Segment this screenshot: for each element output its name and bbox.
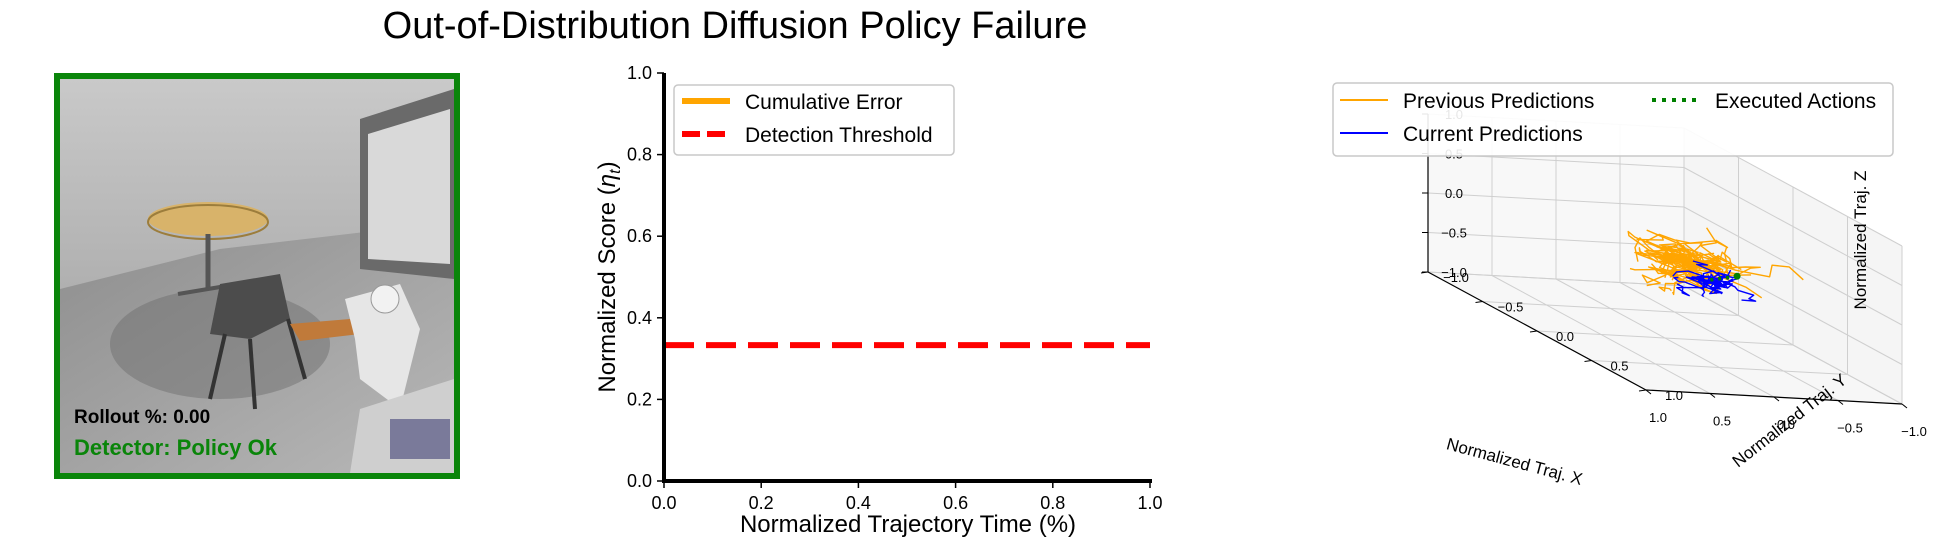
y-tick-label: 0.5 bbox=[1610, 359, 1628, 374]
x-tick-label: 0.8 bbox=[1040, 493, 1065, 513]
detector-status-text: Detector: Policy Ok bbox=[74, 435, 277, 460]
z-tick-label: 0.0 bbox=[1445, 186, 1463, 201]
x3d-tick-mark bbox=[1773, 396, 1780, 402]
y3d-tick-mark bbox=[1475, 301, 1483, 303]
z-tick-label: −1.0 bbox=[1441, 265, 1467, 280]
y-tick-label: 0.0 bbox=[1556, 329, 1574, 344]
y-axis-label: Normalized Score (ηt) bbox=[594, 161, 624, 392]
x-tick-label: −0.5 bbox=[1837, 421, 1863, 436]
executed-actions-start-marker bbox=[1733, 272, 1741, 280]
rollout-percent-text: Rollout %: 0.00 bbox=[74, 407, 211, 428]
x-tick-label: 1.0 bbox=[1137, 493, 1162, 513]
x-tick-label: 0.4 bbox=[846, 493, 871, 513]
figure-title: Out-of-Distribution Diffusion Policy Fai… bbox=[383, 5, 1088, 47]
y-tick-label: 0.6 bbox=[627, 226, 652, 246]
y-tick-label: 1.0 bbox=[1665, 388, 1683, 403]
series-line-previous-predictions bbox=[1689, 254, 1763, 299]
score-chart-legend: Cumulative Error Detection Threshold bbox=[673, 84, 955, 156]
robot-camera-view: Rollout %: 0.00 Detector: Policy Ok bbox=[54, 73, 460, 479]
y-tick-label: 0.0 bbox=[627, 471, 652, 491]
series-line-previous-predictions bbox=[1634, 251, 1690, 279]
score-chart: 0.0 0.2 0.4 0.6 0.8 1.0 0.0 0.2 0.4 0.6 0.8 1.0 Nor… bbox=[594, 63, 1163, 538]
series-line-current-predictions bbox=[1672, 270, 1709, 282]
x-tick-label: 0.2 bbox=[749, 493, 774, 513]
y-tick-label: 0.2 bbox=[627, 389, 652, 409]
y3d-tick-mark bbox=[1638, 389, 1647, 392]
series-line-current-predictions bbox=[1703, 280, 1723, 294]
grid-line bbox=[1491, 275, 1711, 394]
legend-label-detection-threshold: Detection Threshold bbox=[745, 124, 933, 147]
x3d-tick-mark bbox=[1709, 393, 1716, 398]
x-axis-label: Normalized Trajectory Time (%) bbox=[740, 511, 1076, 538]
legend-frame bbox=[673, 84, 955, 156]
legend-label-cumulative-error: Cumulative Error bbox=[745, 91, 903, 114]
trajectory-3d-chart: −1.0 −0.5 0.0 0.5 1.0 −1.0 −0.5 0.0 0.5 1.0 −1.0 −0… bbox=[1332, 82, 1927, 489]
legend-label-executed-actions: Executed Actions bbox=[1715, 90, 1876, 113]
y-tick-label: 0.8 bbox=[627, 145, 652, 165]
series-line-previous-predictions bbox=[1675, 239, 1729, 264]
y3d-tick-mark bbox=[1584, 360, 1592, 362]
grid-line bbox=[1427, 192, 1685, 208]
score-chart-ticks: 0.0 0.2 0.4 0.6 0.8 1.0 0.0 0.2 0.4 0.6 0.8 1.0 bbox=[627, 63, 1163, 513]
series-line-previous-predictions bbox=[1629, 262, 1732, 282]
y-tick-label: −0.5 bbox=[1498, 300, 1524, 315]
grid-line bbox=[1536, 330, 1794, 346]
grid-line bbox=[1591, 360, 1848, 375]
x-tick-label: 1.0 bbox=[1649, 410, 1667, 425]
legend-label-previous-predictions: Previous Predictions bbox=[1403, 90, 1594, 113]
trajectory-3d-legend: Previous Predictions Current Predictions… bbox=[1332, 82, 1894, 157]
camera-scene-image bbox=[60, 79, 454, 473]
series-line-previous-predictions bbox=[1689, 254, 1742, 276]
series-line-current-predictions bbox=[1673, 276, 1708, 290]
x-tick-label: 0.5 bbox=[1713, 414, 1731, 429]
y3d-tick-mark bbox=[1529, 330, 1538, 333]
x3d-tick-mark bbox=[1837, 400, 1844, 405]
x-tick-label: −1.0 bbox=[1901, 424, 1927, 439]
z3d-axis-label: Normalized Traj. Z bbox=[1851, 171, 1870, 310]
z-tick-label: −0.5 bbox=[1441, 226, 1467, 241]
x3d-axis-label: Normalized Traj. X bbox=[1444, 434, 1584, 489]
trajectory-3d-series bbox=[1627, 227, 1804, 302]
x-tick-label: 0.0 bbox=[1777, 417, 1795, 432]
legend-label-current-predictions: Current Predictions bbox=[1403, 123, 1583, 146]
x-tick-label: 0.0 bbox=[651, 493, 676, 513]
x3d-tick-mark bbox=[1901, 403, 1908, 409]
grid-line bbox=[1683, 167, 1903, 286]
y-tick-label: 0.4 bbox=[627, 308, 652, 328]
grid-line bbox=[1683, 206, 1903, 326]
y-tick-label: −1.0 bbox=[1443, 270, 1469, 285]
series-line-previous-predictions bbox=[1634, 237, 1690, 264]
series-line-previous-predictions bbox=[1656, 243, 1691, 269]
y-tick-label: 1.0 bbox=[627, 63, 652, 83]
x-tick-label: 0.6 bbox=[943, 493, 968, 513]
x3d-tick-mark bbox=[1645, 389, 1652, 395]
legend3d-frame bbox=[1332, 82, 1894, 157]
